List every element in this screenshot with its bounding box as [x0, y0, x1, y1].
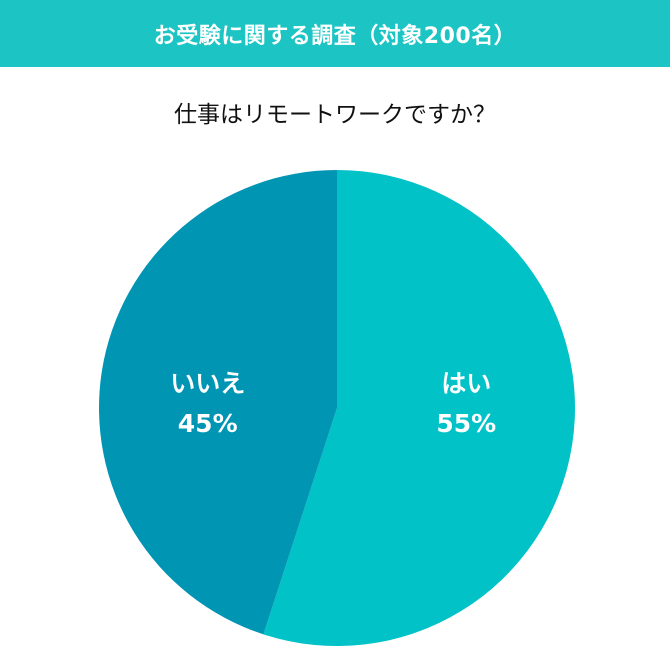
pie-labels: はい 55% いいえ 45%: [170, 369, 496, 438]
pie-slice-no: [98, 170, 337, 635]
pie-slices: [98, 170, 575, 646]
pie-slice-yes: [263, 170, 575, 646]
pie-label-yes: はい: [441, 369, 491, 398]
chart-question: 仕事はリモートワークですか？: [174, 102, 496, 128]
pie-value-no: 45%: [178, 409, 238, 438]
pie-value-yes: 55%: [436, 409, 496, 438]
banner-title: お受験に関する調査（対象200名）: [153, 23, 517, 49]
survey-banner: お受験に関する調査（対象200名）: [0, 0, 670, 67]
pie-label-no: いいえ: [170, 369, 245, 398]
